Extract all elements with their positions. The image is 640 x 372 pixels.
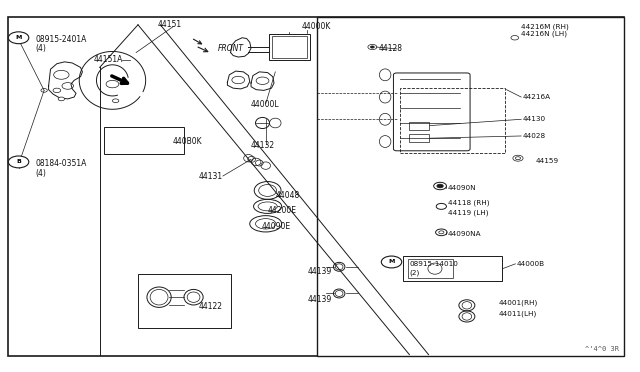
Text: 44048: 44048 [275, 191, 300, 200]
Text: 08184-0351A: 08184-0351A [36, 159, 87, 168]
Bar [317, 17, 624, 356]
Text: 44011(LH): 44011(LH) [499, 311, 537, 317]
Text: (2): (2) [410, 270, 420, 276]
Text: M: M [15, 35, 22, 40]
Text: ^'4^0 3R: ^'4^0 3R [585, 346, 619, 352]
Text: 44000B: 44000B [516, 261, 545, 267]
Text: 44130: 44130 [523, 116, 546, 122]
Text: 440B0K: 440B0K [173, 137, 203, 146]
Text: 44200E: 44200E [268, 206, 296, 215]
Text: 44090E: 44090E [261, 222, 291, 231]
Circle shape [381, 256, 402, 268]
Text: 44159: 44159 [536, 158, 559, 164]
Text: 44216N (LH): 44216N (LH) [521, 31, 567, 37]
Text: (4): (4) [36, 169, 47, 177]
Bar [138, 274, 230, 328]
Bar [410, 134, 429, 142]
Text: 44216A: 44216A [523, 94, 551, 100]
Bar [410, 122, 429, 130]
Bar [408, 259, 453, 278]
Text: 44151A: 44151A [93, 55, 123, 64]
Circle shape [41, 89, 47, 92]
Text: 44131: 44131 [198, 172, 223, 181]
Text: 44000L: 44000L [251, 100, 280, 109]
Text: 08915-2401A: 08915-2401A [36, 35, 87, 44]
Text: 44001(RH): 44001(RH) [499, 299, 538, 306]
Text: FRONT: FRONT [218, 44, 244, 53]
Circle shape [371, 46, 374, 48]
Circle shape [113, 99, 119, 103]
Bar [269, 34, 310, 60]
Text: 44139: 44139 [307, 295, 332, 304]
Text: B: B [16, 160, 21, 164]
Bar [403, 256, 502, 280]
Text: 44028: 44028 [523, 133, 546, 139]
Circle shape [384, 257, 399, 266]
Text: 44132: 44132 [251, 141, 275, 150]
Text: 44151: 44151 [157, 20, 181, 29]
Text: 44122: 44122 [198, 302, 223, 311]
Text: 44128: 44128 [379, 44, 403, 53]
Text: 44090N: 44090N [448, 185, 476, 191]
Bar [272, 36, 307, 58]
Circle shape [437, 184, 444, 188]
Text: 08915-14010: 08915-14010 [410, 261, 458, 267]
Text: 44119 (LH): 44119 (LH) [448, 209, 488, 216]
Text: 44090NA: 44090NA [448, 231, 481, 237]
Text: M: M [388, 260, 395, 264]
Circle shape [8, 32, 29, 44]
Text: (4): (4) [36, 44, 47, 53]
Bar [400, 88, 505, 153]
Bar [104, 127, 184, 154]
Text: 44000K: 44000K [302, 22, 332, 31]
Text: 44216M (RH): 44216M (RH) [521, 23, 569, 30]
Text: M: M [388, 260, 395, 264]
Circle shape [58, 97, 65, 101]
Text: 44139: 44139 [307, 267, 332, 276]
Text: 44118 (RH): 44118 (RH) [448, 199, 489, 206]
Circle shape [8, 156, 29, 168]
